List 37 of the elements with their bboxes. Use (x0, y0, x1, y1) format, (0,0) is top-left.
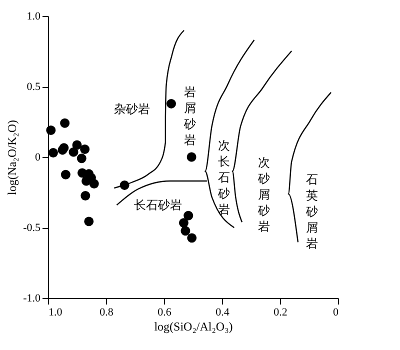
point (60, 118, 70, 128)
point (46, 125, 56, 135)
x-tick-label: 0.2 (274, 306, 288, 318)
point (180, 226, 190, 236)
y-tick-label: -0.5 (23, 222, 41, 234)
x-axis-title: log(SiO₂/Al₂O₃) (154, 320, 233, 334)
y-tick-label: -1.0 (23, 292, 41, 304)
x-tick-label: 1.0 (48, 306, 63, 318)
point (178, 218, 188, 228)
x-tick-label: 0 (333, 306, 339, 318)
point (187, 233, 197, 243)
point (68, 147, 78, 157)
annotation: 次砂屑砂岩 (257, 156, 270, 234)
annotation: 杂砂岩 (114, 102, 150, 116)
x-tick-label: 0.6 (158, 306, 172, 318)
annotation: 石英砂屑岩 (304, 172, 318, 251)
point (80, 144, 90, 154)
annotation: 次长石砂岩 (217, 138, 230, 217)
point (80, 191, 90, 201)
point (186, 152, 196, 162)
y-axis-title: log(Na₂O/K₂O) (5, 120, 20, 196)
point (48, 148, 58, 158)
line-series (114, 30, 185, 189)
x-tick-label: 0.8 (100, 306, 114, 318)
annotation: 长石砂岩 (134, 198, 182, 212)
point (60, 170, 70, 180)
point (76, 154, 86, 164)
point (184, 210, 194, 220)
point (82, 176, 92, 186)
point (166, 98, 176, 108)
point (84, 216, 94, 226)
point (89, 179, 99, 189)
x-tick-label: 0.4 (216, 306, 230, 318)
y-tick-label: 1.0 (26, 10, 41, 22)
y-tick-label: 0 (35, 152, 41, 164)
annotation: 岩屑砂岩 (183, 85, 196, 148)
y-tick-label: 0.5 (26, 81, 41, 93)
